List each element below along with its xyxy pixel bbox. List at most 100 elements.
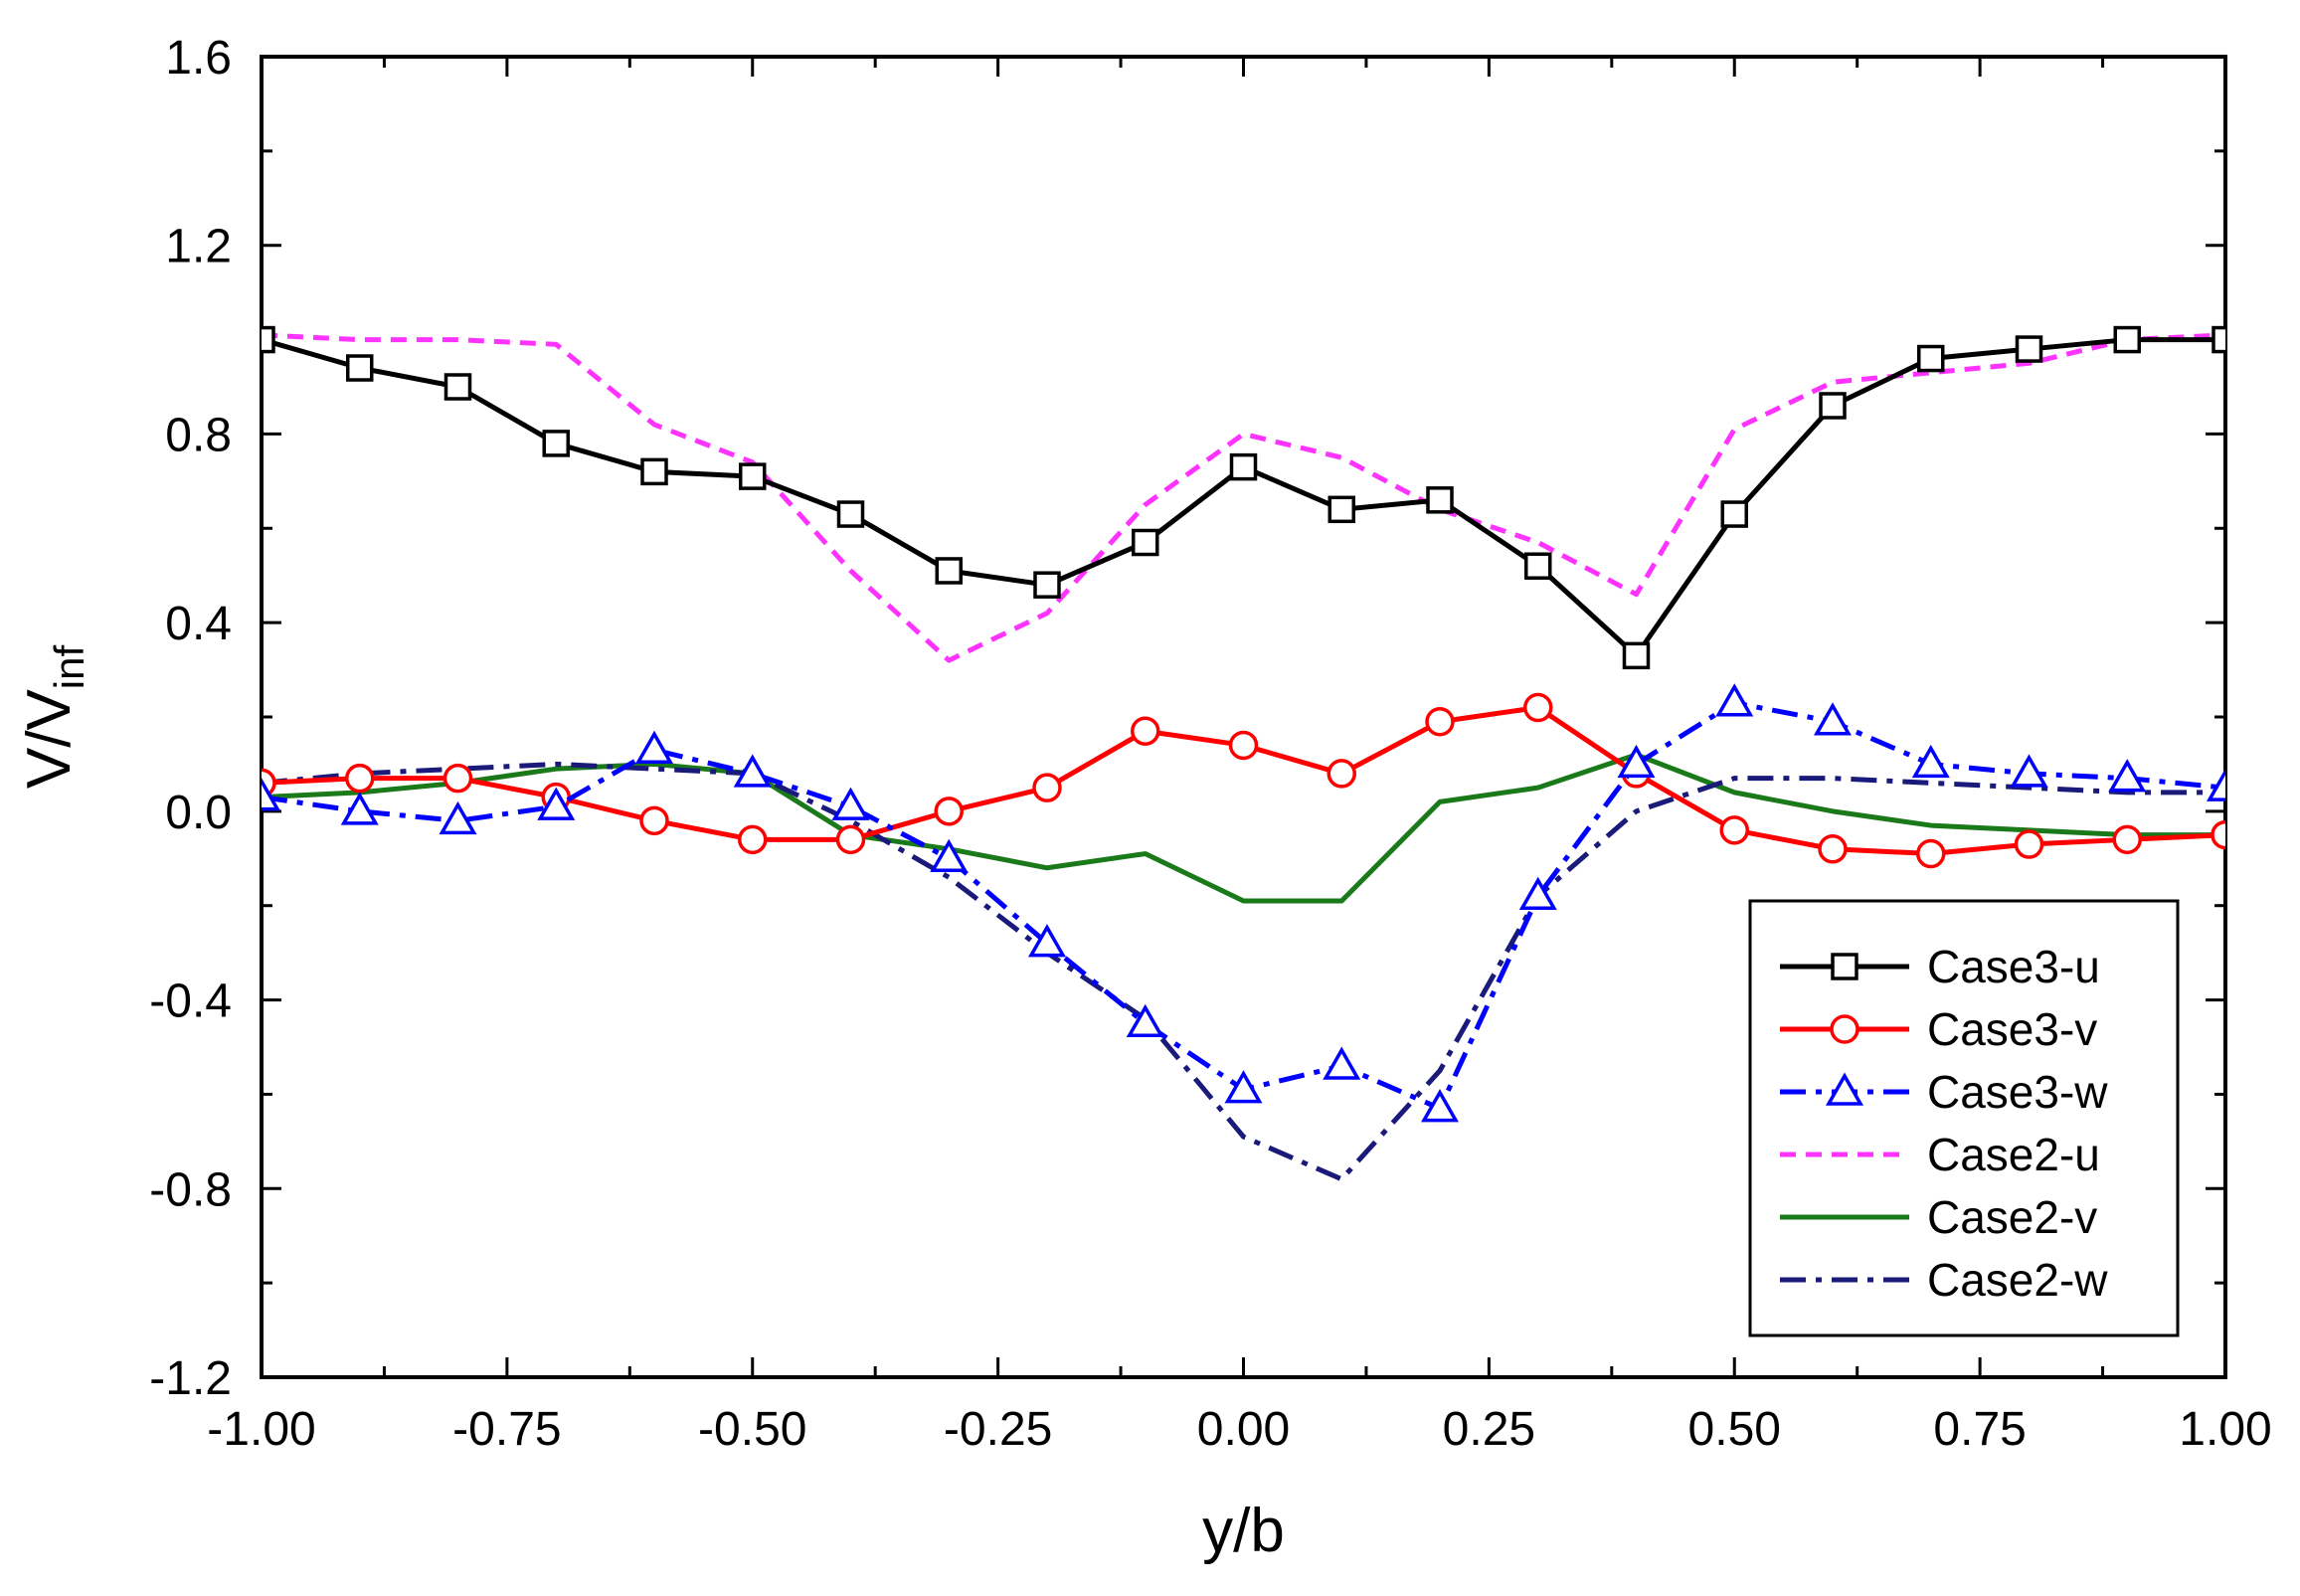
series-line xyxy=(262,705,2225,857)
x-axis-title: y/b xyxy=(1202,1497,1285,1565)
data-point xyxy=(836,500,865,528)
data-point xyxy=(537,787,576,820)
x-tick-label: 0.50 xyxy=(1688,1403,1781,1456)
data-point xyxy=(1132,528,1159,557)
data-point xyxy=(1426,486,1454,514)
data-point xyxy=(2206,768,2225,801)
legend-label: Case2-v xyxy=(1927,1191,2097,1243)
y-axis-title-main: V/V xyxy=(15,689,84,790)
data-point xyxy=(346,354,374,382)
data-point xyxy=(2015,335,2043,363)
axis-ticks: -1.00 -0.75 -0.50 -0.25 0.00 0.25 0.50 0.75 1.00… xyxy=(149,32,2271,1456)
data-point xyxy=(1327,759,1356,789)
data-point xyxy=(542,430,570,457)
series-line xyxy=(262,337,2225,658)
data-point xyxy=(1720,500,1748,528)
data-point xyxy=(1917,344,1945,373)
data-point xyxy=(443,373,472,401)
legend: Case3-u Case3-v Case3-w Case2-u Case2-v Case2… xyxy=(1748,899,2180,1337)
legend-item: Case3-v xyxy=(1780,1003,2097,1055)
x-tick-label: -0.25 xyxy=(944,1403,1052,1456)
x-tick-label: 0.25 xyxy=(1443,1403,1535,1456)
legend-marker xyxy=(1825,1072,1864,1106)
data-point xyxy=(2014,829,2044,859)
legend-label: Case2-w xyxy=(1927,1254,2108,1306)
x-tick-label: 0.00 xyxy=(1197,1403,1290,1456)
data-point xyxy=(831,787,870,820)
series-layer xyxy=(262,325,2225,1182)
series-Case3-u xyxy=(262,325,2225,670)
data-point xyxy=(1813,702,1853,736)
y-tick-label: -0.8 xyxy=(149,1163,232,1216)
y-axis-title-subscript: inf xyxy=(46,645,92,690)
y-tick-label: -0.4 xyxy=(149,975,232,1028)
x-tick-label: 1.00 xyxy=(2179,1403,2271,1456)
data-point xyxy=(1523,692,1553,723)
y-tick-label: 1.6 xyxy=(165,32,232,85)
data-point xyxy=(1617,744,1656,779)
data-point xyxy=(1126,1003,1164,1038)
data-point xyxy=(1032,773,1062,802)
legend-label: Case3-u xyxy=(1927,941,2100,992)
data-point xyxy=(2211,819,2225,850)
series-line xyxy=(262,332,2225,663)
legend-item: Case2-v xyxy=(1780,1191,2097,1243)
legend-label: Case2-u xyxy=(1927,1129,2100,1180)
data-point xyxy=(1224,1070,1263,1104)
series-Case3-v xyxy=(262,692,2225,869)
y-tick-label: -1.2 xyxy=(149,1352,232,1405)
legend-box xyxy=(1748,899,2180,1337)
data-point xyxy=(262,325,275,354)
data-point xyxy=(1622,641,1651,670)
data-point xyxy=(1131,716,1160,746)
data-point xyxy=(1719,815,1749,845)
data-point xyxy=(1916,838,1946,869)
data-point xyxy=(2010,754,2048,788)
data-point xyxy=(1420,1089,1460,1123)
data-point xyxy=(739,462,767,490)
data-point xyxy=(2212,325,2225,354)
data-point xyxy=(262,778,281,811)
data-point xyxy=(1715,683,1754,717)
data-point xyxy=(1033,571,1061,599)
data-point xyxy=(2108,759,2147,793)
data-point xyxy=(2112,824,2142,855)
data-point xyxy=(640,457,668,486)
series-Case3-w xyxy=(262,683,2225,1123)
data-point xyxy=(1327,495,1355,524)
x-tick-label: -0.75 xyxy=(452,1403,561,1456)
legend-marker xyxy=(1830,1014,1859,1044)
y-tick-label: 0.4 xyxy=(165,598,232,650)
data-point xyxy=(934,797,964,826)
data-point xyxy=(634,730,674,764)
data-point xyxy=(1323,1046,1361,1080)
x-tick-label: -1.00 xyxy=(207,1403,315,1456)
series-Case2-w xyxy=(262,761,2225,1182)
data-point xyxy=(442,763,473,794)
series-line xyxy=(262,761,2225,1182)
data-point xyxy=(1819,392,1847,420)
data-point xyxy=(2113,325,2141,354)
x-tick-label: -0.50 xyxy=(698,1403,806,1456)
data-point xyxy=(738,824,768,855)
legend-label: Case3-w xyxy=(1927,1066,2108,1118)
data-point xyxy=(1027,924,1067,958)
legend-label: Case3-v xyxy=(1927,1003,2097,1055)
data-point xyxy=(1425,706,1455,737)
data-point xyxy=(1818,834,1848,864)
data-point xyxy=(1229,452,1258,481)
data-point xyxy=(345,763,375,794)
data-point xyxy=(439,800,477,835)
data-point xyxy=(1228,730,1259,761)
data-point xyxy=(930,838,969,873)
y-tick-label: 0.8 xyxy=(165,409,232,461)
data-point xyxy=(1518,876,1557,910)
data-point xyxy=(1911,744,1950,779)
data-point xyxy=(1524,552,1552,580)
data-point xyxy=(639,805,669,836)
legend-item: Case3-u xyxy=(1780,941,2100,992)
data-point xyxy=(340,792,379,825)
data-point xyxy=(733,754,772,788)
data-point xyxy=(835,824,866,855)
